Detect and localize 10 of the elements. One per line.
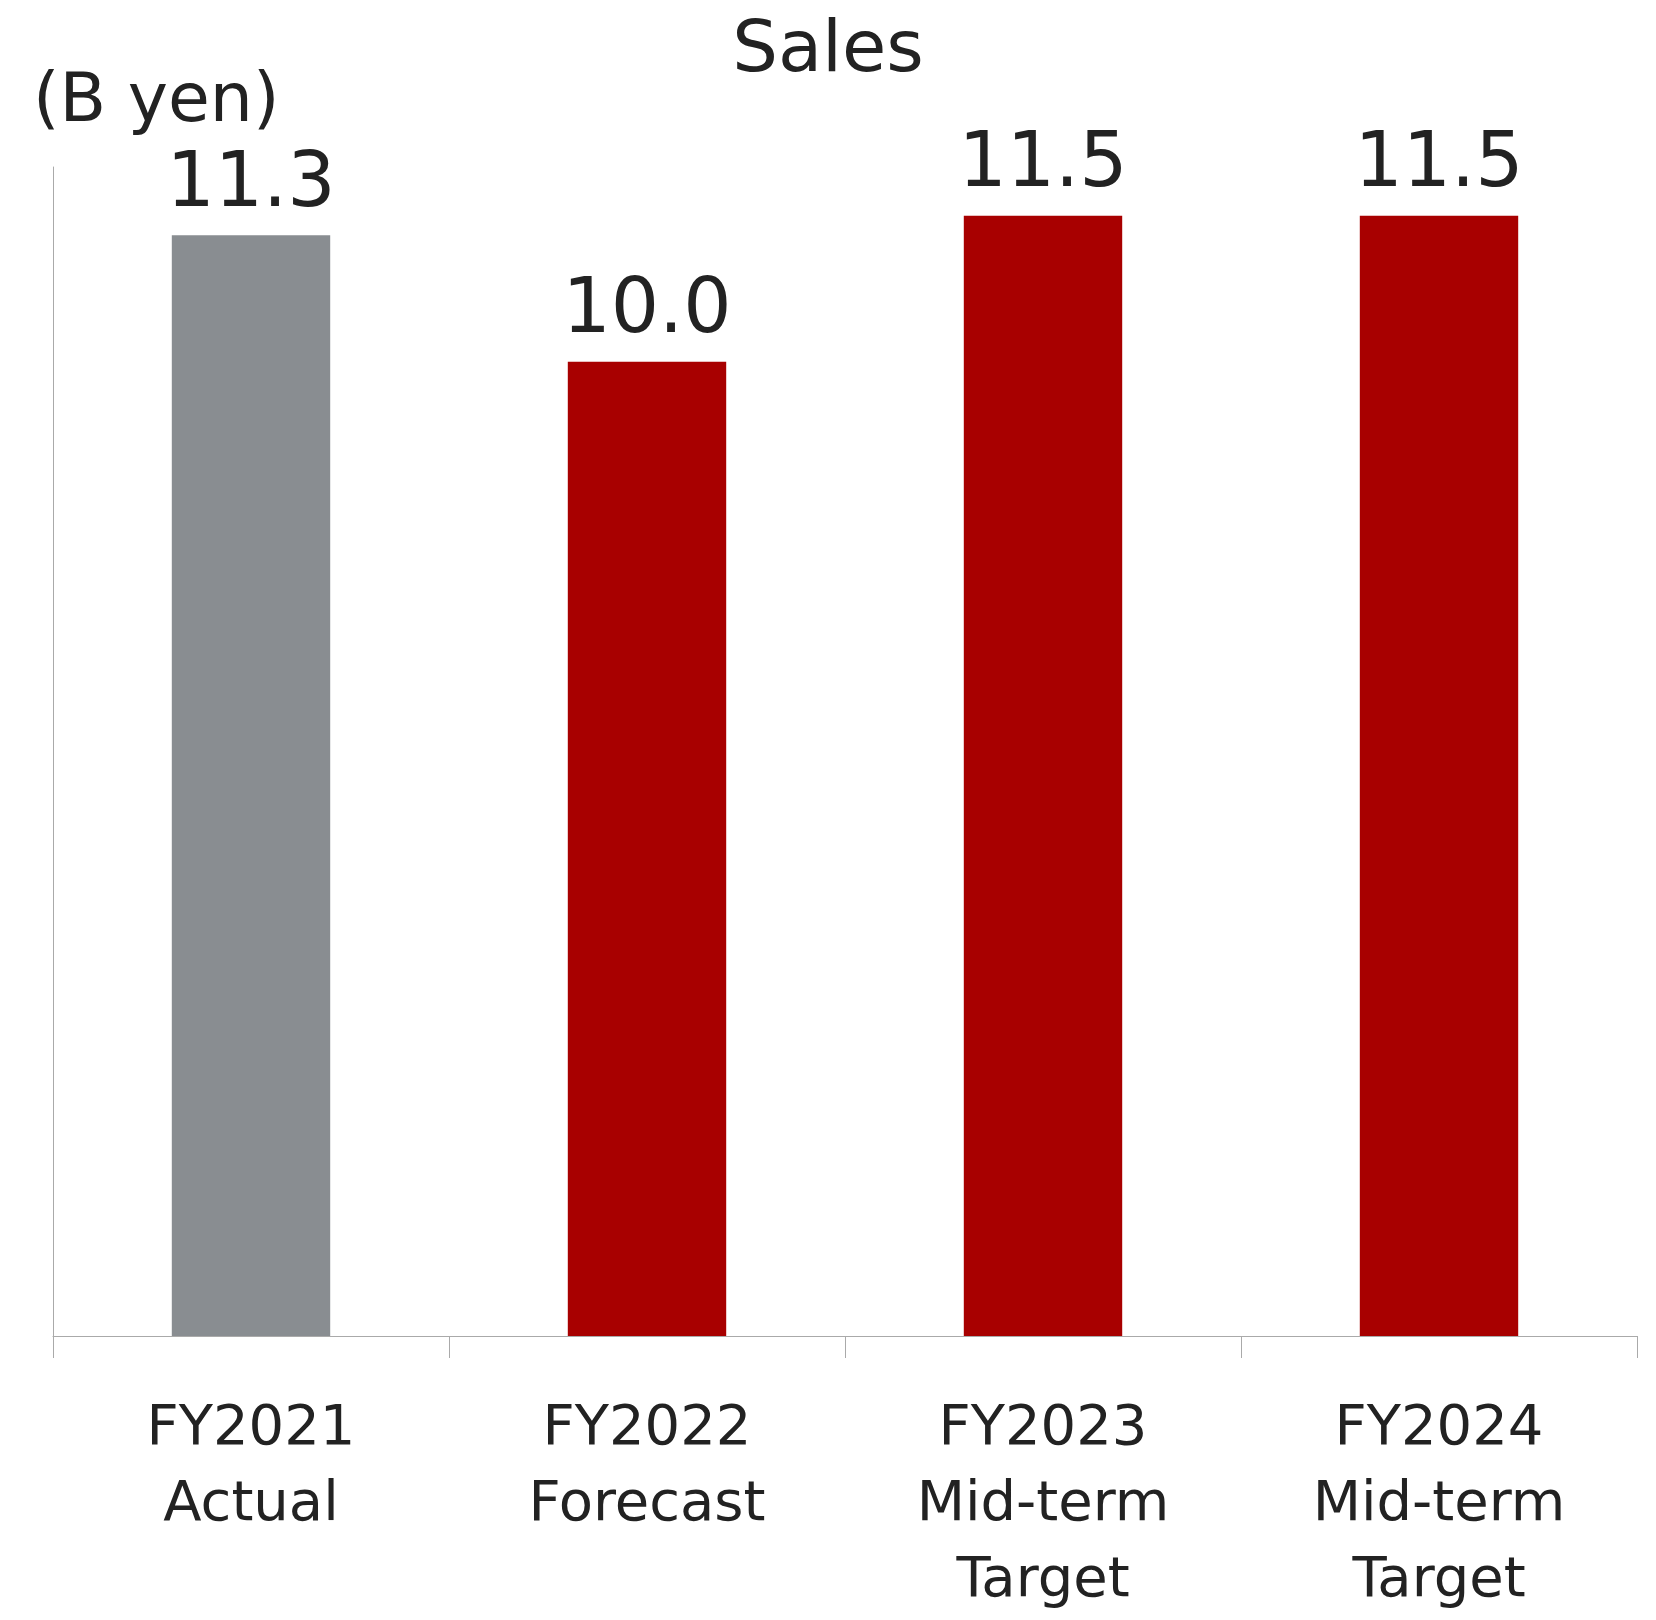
y-axis-title: (B yen) — [33, 57, 280, 137]
data-label: 11.3 — [166, 134, 336, 224]
data-label: 11.5 — [958, 115, 1128, 205]
chart-title: Sales — [732, 4, 924, 88]
x-tick-label: FY2024 Mid-term Target — [1312, 1391, 1566, 1609]
x-tick-label: FY2023 Mid-term Target — [916, 1391, 1170, 1609]
x-tick-label: FY2022 Forecast — [528, 1391, 766, 1533]
data-label: 11.5 — [1354, 115, 1524, 205]
data-label: 10.0 — [562, 261, 732, 351]
x-tick-label: FY2021 Actual — [146, 1391, 356, 1533]
